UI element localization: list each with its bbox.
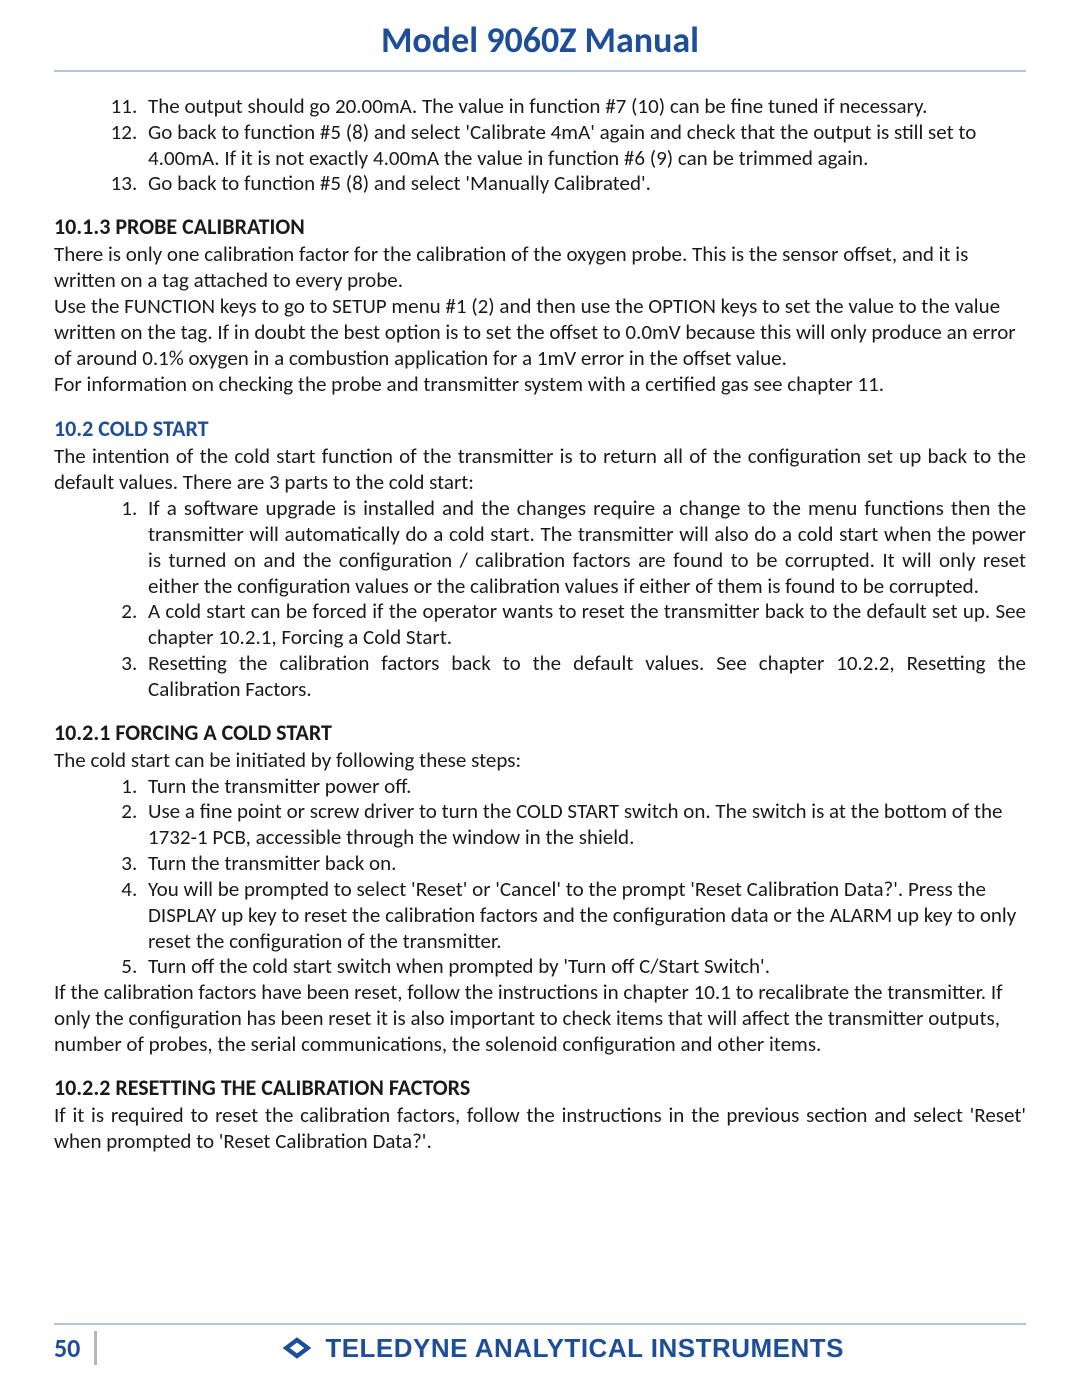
manual-page: Model 9060Z Manual The output should go …: [0, 0, 1080, 1397]
page-body: The output should go 20.00mA. The value …: [54, 94, 1026, 1154]
heading-10-2: 10.2 COLD START: [54, 415, 1026, 442]
cold-start-list: If a software upgrade is installed and t…: [54, 496, 1026, 703]
page-number: 50: [54, 1331, 97, 1365]
list-item: The output should go 20.00mA. The value …: [142, 94, 1026, 120]
paragraph: There is only one calibration factor for…: [54, 242, 1026, 294]
list-item: Go back to function #5 (8) and select 'M…: [142, 171, 1026, 197]
paragraph: Use the FUNCTION keys to go to SETUP men…: [54, 294, 1026, 371]
forcing-cold-start-list: Turn the transmitter power off. Use a fi…: [54, 774, 1026, 981]
paragraph: For information on checking the probe an…: [54, 372, 1026, 398]
page-title: Model 9060Z Manual: [54, 18, 1026, 72]
paragraph: The intention of the cold start function…: [54, 444, 1026, 496]
paragraph: If it is required to reset the calibrati…: [54, 1103, 1026, 1155]
continued-list: The output should go 20.00mA. The value …: [54, 94, 1026, 197]
list-item: Go back to function #5 (8) and select 'C…: [142, 120, 1026, 172]
heading-10-1-3: 10.1.3 PROBE CALIBRATION: [54, 213, 1026, 240]
heading-10-2-1: 10.2.1 FORCING A COLD START: [54, 719, 1026, 746]
list-item: If a software upgrade is installed and t…: [142, 496, 1026, 599]
heading-10-2-2: 10.2.2 RESETTING THE CALIBRATION FACTORS: [54, 1074, 1026, 1101]
list-item: A cold start can be forced if the operat…: [142, 599, 1026, 651]
list-item: Use a fine point or screw driver to turn…: [142, 799, 1026, 851]
paragraph: If the calibration factors have been res…: [54, 980, 1026, 1057]
paragraph: The cold start can be initiated by follo…: [54, 748, 1026, 774]
brand-text: TELEDYNE ANALYTICAL INSTRUMENTS: [325, 1333, 844, 1364]
footer-brand: TELEDYNE ANALYTICAL INSTRUMENTS: [97, 1333, 1026, 1364]
list-item: Turn the transmitter back on.: [142, 851, 1026, 877]
page-footer: 50 TELEDYNE ANALYTICAL INSTRUMENTS: [54, 1323, 1026, 1365]
list-item: Resetting the calibration factors back t…: [142, 651, 1026, 703]
list-item: You will be prompted to select 'Reset' o…: [142, 877, 1026, 954]
list-item: Turn the transmitter power off.: [142, 774, 1026, 800]
teledyne-logo-icon: [279, 1334, 315, 1362]
list-item: Turn off the cold start switch when prom…: [142, 954, 1026, 980]
